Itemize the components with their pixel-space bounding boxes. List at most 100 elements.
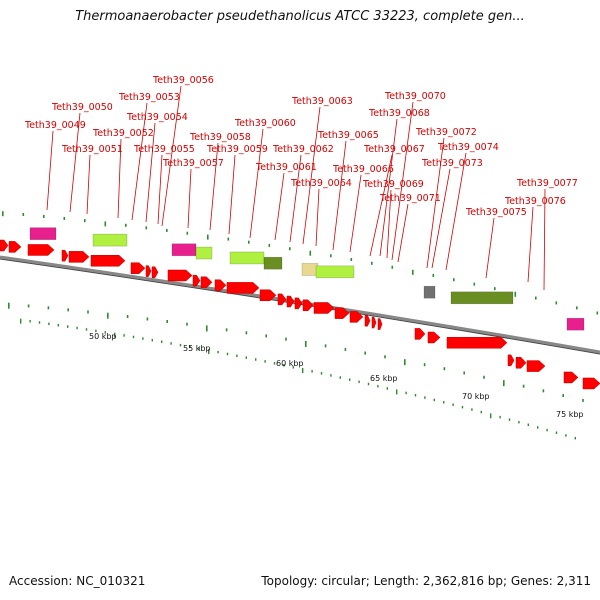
- leader-line: [332, 140, 347, 251]
- gene-label: Teth39_0066: [332, 164, 394, 175]
- tick-mark: [414, 394, 417, 397]
- feature-box: [171, 243, 197, 257]
- gene-label: Teth39_0057: [162, 158, 224, 169]
- tick-mark: [292, 366, 294, 369]
- leader-line: [274, 172, 285, 241]
- tick-mark: [189, 345, 191, 349]
- tick-mark: [349, 378, 351, 381]
- gene-arrow: [446, 337, 508, 349]
- tick-mark: [324, 344, 327, 348]
- scale-label: 65 kbp: [370, 374, 398, 383]
- gene-arrow: [294, 297, 303, 310]
- leader-line: [527, 206, 534, 283]
- gene-label: Teth39_0061: [255, 162, 317, 173]
- tick-mark: [76, 326, 78, 330]
- leader-line: [228, 154, 236, 235]
- feature-box: [263, 256, 283, 270]
- gene-arrow: [371, 316, 377, 329]
- tick-mark: [471, 408, 473, 411]
- tick-mark: [555, 431, 558, 435]
- tick-mark: [452, 403, 454, 406]
- leader-line: [209, 142, 219, 231]
- tick-mark: [404, 359, 406, 366]
- leader-line: [302, 106, 321, 245]
- tick-mark: [225, 328, 228, 332]
- tick-mark: [480, 410, 482, 414]
- scale-label: 60 kbp: [276, 359, 304, 368]
- tick-mark: [490, 413, 492, 419]
- tick-mark: [151, 338, 153, 342]
- tick-mark: [596, 311, 599, 315]
- tick-mark: [198, 347, 200, 350]
- leader-line: [543, 188, 546, 291]
- feature-box: [92, 233, 128, 247]
- tick-mark: [582, 398, 584, 402]
- tick-mark: [186, 322, 188, 326]
- tick-mark: [562, 394, 564, 398]
- gene-label: Teth39_0052: [92, 128, 154, 139]
- gene-label: Teth39_0060: [234, 118, 296, 129]
- tick-mark: [186, 231, 189, 235]
- tick-mark: [265, 334, 267, 338]
- tick-mark: [27, 304, 30, 308]
- tick-mark: [302, 368, 304, 374]
- tick-mark: [461, 405, 464, 409]
- gene-arrows: [0, 239, 600, 390]
- gene-label: Teth39_0053: [118, 92, 180, 103]
- tick-mark: [576, 306, 578, 310]
- gene-labels: Teth39_0049 Teth39_0050 Teth39_0051 Teth39_…: [24, 75, 578, 218]
- tick-mark: [463, 371, 465, 375]
- leader-line: [386, 189, 392, 259]
- tick-mark: [443, 401, 445, 404]
- tick-mark: [87, 310, 89, 314]
- tick-mark: [126, 315, 129, 319]
- tick-mark: [104, 221, 107, 227]
- gene-arrow: [259, 289, 277, 302]
- feature-box: [450, 291, 514, 305]
- gene-label: Teth39_0063: [291, 96, 353, 107]
- leader-line: [315, 188, 320, 247]
- tick-mark: [396, 389, 398, 395]
- tick-mark: [85, 328, 88, 331]
- tick-mark: [104, 331, 106, 334]
- leader-line: [131, 102, 148, 221]
- gene-label: Teth39_0050: [51, 102, 113, 113]
- tick-mark: [423, 363, 426, 367]
- tick-mark: [565, 434, 567, 437]
- tick-mark: [145, 226, 148, 230]
- gene-label: Teth39_0058: [189, 132, 251, 143]
- gene-arrow: [27, 244, 55, 256]
- tick-mark: [123, 334, 125, 337]
- gene-label: Teth39_0059: [206, 144, 268, 155]
- tick-mark: [432, 273, 435, 277]
- tick-mark: [391, 265, 394, 269]
- accession-text: Accession: NC_010321: [9, 574, 146, 588]
- gene-arrow: [90, 255, 126, 267]
- tick-mark: [555, 301, 558, 305]
- gene-label: Teth39_0054: [126, 112, 188, 123]
- feature-box: [315, 265, 355, 279]
- gene-label: Teth39_0068: [368, 108, 430, 119]
- tick-mark: [114, 332, 116, 338]
- tick-mark: [405, 391, 407, 395]
- tick-mark: [206, 325, 208, 332]
- tick-mark: [8, 302, 10, 309]
- tick-mark: [283, 364, 285, 367]
- gene-arrow: [414, 328, 426, 340]
- tick-mark: [245, 331, 248, 335]
- tick-mark: [95, 329, 97, 333]
- tick-mark: [494, 287, 496, 291]
- tick-mark: [384, 355, 386, 359]
- tick-mark: [226, 352, 229, 356]
- leader-line: [157, 154, 163, 225]
- gene-label: Teth39_0076: [504, 196, 566, 207]
- tick-mark: [236, 354, 238, 358]
- tick-mark: [350, 257, 353, 261]
- gene-arrow: [8, 241, 22, 253]
- leader-line: [431, 168, 451, 269]
- gene-arrow: [151, 266, 159, 279]
- feature-box: [423, 285, 436, 299]
- gene-arrow: [226, 282, 260, 294]
- tick-mark: [166, 320, 168, 324]
- gene-label: Teth39_0062: [272, 144, 334, 155]
